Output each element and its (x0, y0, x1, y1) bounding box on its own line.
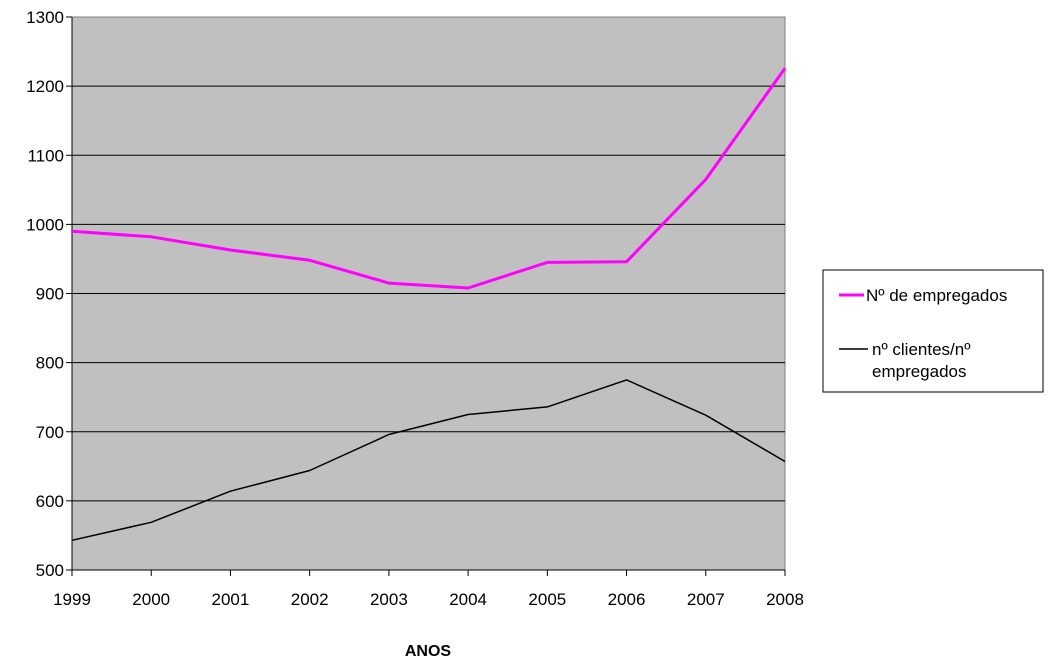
legend: Nº de empregados nº clientes/nº empregad… (822, 269, 1044, 393)
legend-label-line-1: nº clientes/nº (872, 340, 970, 359)
y-tick-label: 500 (36, 561, 64, 580)
x-tick-label: 1999 (53, 590, 91, 609)
series-lines (71, 67, 787, 542)
x-tick-label: 2003 (370, 590, 408, 609)
x-tick-label: 2001 (212, 590, 250, 609)
x-tick-label: 2008 (766, 590, 804, 609)
legend-label-line-2: empregados (872, 362, 967, 381)
legend-label-empregados: Nº de empregados (866, 286, 1007, 305)
y-tick-label: 1200 (26, 77, 64, 96)
y-tick-label: 1100 (27, 146, 64, 165)
x-tick-labels: 1999 2000 2001 2002 2003 2004 2005 2006 2007 2008 (53, 590, 804, 609)
x-tick-label: 2007 (687, 590, 725, 609)
y-tick-label: 900 (36, 285, 64, 304)
axes (66, 16, 786, 576)
y-tick-label: 1300 (26, 8, 64, 27)
y-tick-label: 800 (36, 354, 64, 373)
y-tick-label: 1000 (26, 215, 64, 234)
series-line-0 (71, 67, 787, 290)
y-tick-labels: 500 600 700 800 900 1000 1100 1200 1300 (26, 8, 64, 580)
y-tick-label: 600 (36, 492, 64, 511)
legend-box (822, 269, 1044, 393)
x-axis-label: ANOS (405, 643, 452, 658)
x-tick-label: 2005 (528, 590, 566, 609)
x-tick-label: 2002 (291, 590, 329, 609)
x-tick-label: 2006 (608, 590, 646, 609)
gridlines (72, 85, 785, 502)
x-tick-label: 2004 (449, 590, 487, 609)
series-line-1 (71, 379, 786, 542)
legend-label-clientes-ratio: nº clientes/nº empregados (872, 340, 975, 381)
y-tick-label: 700 (36, 423, 64, 442)
x-tick-label: 2000 (132, 590, 170, 609)
